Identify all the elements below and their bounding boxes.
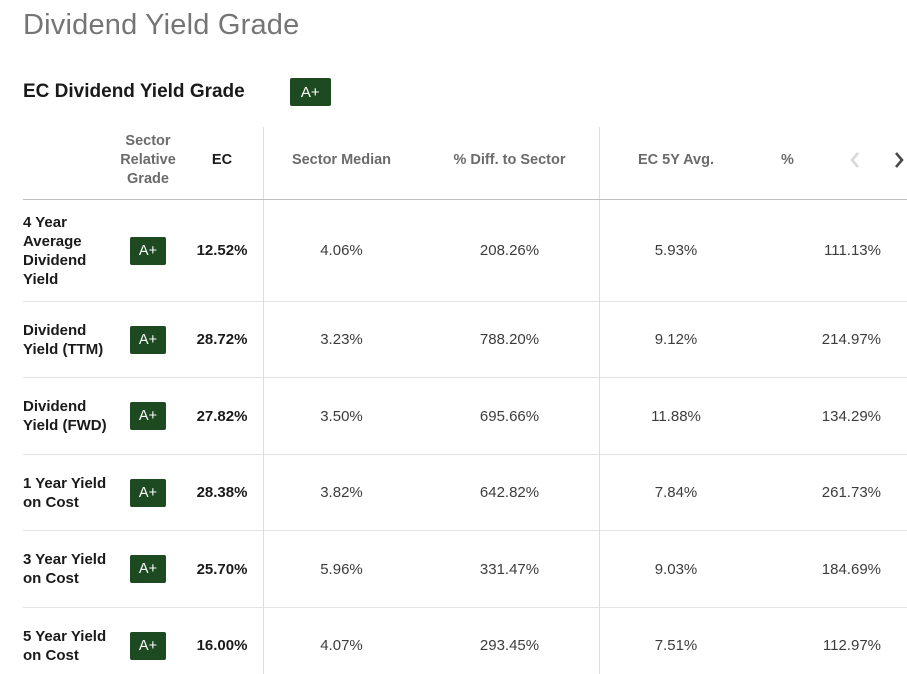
table-header-row: Sector Relative Grade EC Sector Median %… — [23, 122, 907, 200]
ec-5y-avg-value: 11.88% — [651, 407, 701, 425]
section-title: EC Dividend Yield Grade — [23, 81, 245, 102]
diff-to-sector-value: 642.82% — [479, 484, 540, 501]
grade-badge[interactable]: A+ — [130, 236, 166, 265]
grades-table: Sector Relative Grade EC Sector Median %… — [0, 122, 907, 674]
diff-to-sector-value: 331.47% — [479, 560, 540, 578]
ec-value: 27.82% — [196, 407, 248, 425]
ec-value: 25.70% — [196, 560, 248, 578]
metric-label: 3 Year Yield on Cost — [23, 551, 107, 587]
table-row: 3 Year Yield on Cost A+ 25.70% 5.96% 331… — [23, 531, 907, 608]
diff-to-5y-avg-value: 184.69% — [821, 560, 881, 578]
ec-value: 28.72% — [196, 331, 248, 348]
sector-median-value: 4.07% — [320, 637, 363, 654]
header-diff-to-sector: % Diff. to Sector — [453, 152, 566, 168]
ec-value: 16.00% — [196, 637, 248, 654]
column-divider — [599, 127, 600, 674]
ec-5y-avg-value: 9.12% — [654, 331, 698, 348]
ec-5y-avg-value: 7.51% — [654, 637, 698, 654]
diff-to-sector-value: 695.66% — [479, 407, 540, 425]
metric-label: 5 Year Yield on Cost — [23, 627, 107, 664]
chevron-left-icon[interactable] — [845, 147, 865, 173]
grade-badge[interactable]: A+ — [130, 555, 166, 583]
sector-median-value: 4.06% — [320, 242, 363, 259]
column-pager — [845, 147, 907, 173]
column-divider — [263, 127, 264, 674]
table-row: 5 Year Yield on Cost A+ 16.00% 4.07% 293… — [23, 608, 907, 674]
diff-to-sector-value: 208.26% — [479, 242, 540, 259]
grade-badge[interactable]: A+ — [130, 631, 166, 660]
header-diff-to-5y-avg: % — [781, 152, 794, 168]
ec-5y-avg-value: 9.03% — [654, 560, 698, 578]
diff-to-5y-avg-value: 111.13% — [824, 242, 881, 259]
sector-median-value: 5.96% — [320, 560, 363, 578]
chevron-right-icon[interactable] — [889, 147, 907, 173]
sector-median-value: 3.50% — [320, 407, 363, 425]
header-sector-relative-grade: Sector Relative Grade — [120, 133, 176, 187]
sector-median-value: 3.23% — [320, 331, 363, 348]
section-header: EC Dividend Yield Grade A+ — [23, 78, 907, 106]
table-row: 1 Year Yield on Cost A+ 28.38% 3.82% 642… — [23, 455, 907, 531]
grade-badge[interactable]: A+ — [130, 325, 166, 354]
ec-5y-avg-value: 7.84% — [654, 484, 698, 501]
diff-to-5y-avg-value: 134.29% — [821, 407, 881, 425]
header-sector-median: Sector Median — [291, 152, 392, 168]
diff-to-sector-value: 293.45% — [479, 637, 540, 654]
diff-to-5y-avg-value: 261.73% — [821, 484, 881, 501]
table-row: Dividend Yield (TTM) A+ 28.72% 3.23% 788… — [23, 302, 907, 378]
ec-value: 28.38% — [196, 484, 248, 501]
page-title: Dividend Yield Grade — [23, 9, 300, 41]
ec-value: 12.52% — [196, 242, 248, 259]
header-ec-5y-avg: EC 5Y Avg. — [637, 152, 715, 168]
diff-to-5y-avg-value: 112.97% — [822, 637, 881, 654]
metric-label: Dividend Yield (FWD) — [23, 398, 107, 434]
overall-grade-badge[interactable]: A+ — [289, 78, 331, 106]
metric-label: 1 Year Yield on Cost — [23, 474, 107, 511]
ec-5y-avg-value: 5.93% — [654, 242, 698, 259]
table-row: 4 Year Average Dividend Yield A+ 12.52% … — [23, 200, 907, 302]
header-ec: EC — [211, 152, 233, 168]
table-row: Dividend Yield (FWD) A+ 27.82% 3.50% 695… — [23, 378, 907, 455]
grade-badge[interactable]: A+ — [130, 402, 166, 430]
sector-median-value: 3.82% — [320, 484, 363, 501]
metric-label: Dividend Yield (TTM) — [23, 321, 104, 358]
grade-badge[interactable]: A+ — [130, 478, 166, 507]
diff-to-5y-avg-value: 214.97% — [821, 331, 881, 348]
diff-to-sector-value: 788.20% — [479, 331, 540, 348]
metric-label: 4 Year Average Dividend Yield — [23, 213, 87, 288]
